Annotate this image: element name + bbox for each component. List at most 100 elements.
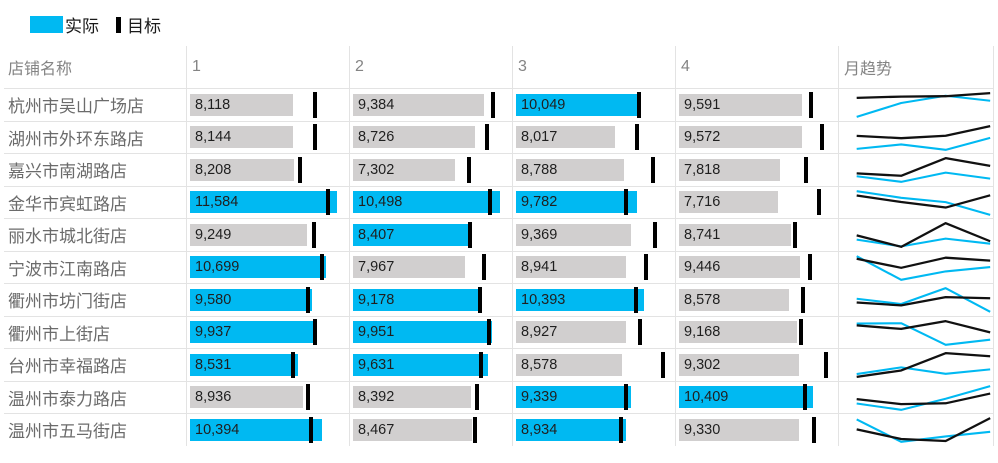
sparkline-target-line	[856, 319, 991, 333]
bullet-cell-month-2[interactable]: 9,631	[349, 349, 512, 381]
bullet-cell-month-3[interactable]: 8,017	[512, 121, 675, 153]
actual-bar	[353, 353, 488, 376]
bullet-cell-month-2[interactable]: 9,951	[349, 316, 512, 348]
bullet-cell-month-1[interactable]: 8,208	[186, 154, 349, 186]
bullet-cell-month-1[interactable]: 10,394	[186, 414, 349, 446]
table-row[interactable]: 丽水市城北街店 9,249 8,407 9,369	[4, 218, 994, 251]
column-header-store-name[interactable]: 店铺名称	[8, 61, 73, 78]
table-row[interactable]: 温州市五马街店 10,394 8,467 8,934	[4, 413, 994, 446]
actual-value: 8,531	[195, 356, 232, 373]
bullet-cell-month-3[interactable]: 9,369	[512, 219, 675, 251]
target-tick	[319, 254, 324, 281]
store-name[interactable]: 湖州市外环东路店	[8, 129, 144, 149]
bullet-cell-month-3[interactable]: 8,934	[512, 414, 675, 446]
bullet-cell-month-1[interactable]: 8,118	[186, 89, 349, 121]
table-row[interactable]: 杭州市吴山广场店 8,118 9,384 10,049	[4, 88, 994, 121]
table-row[interactable]: 台州市幸福路店 8,531 9,631 8,578	[4, 348, 994, 381]
store-name[interactable]: 温州市泰力路店	[8, 389, 127, 409]
bullet-cell-month-2[interactable]: 7,967	[349, 251, 512, 283]
bullet-cell-month-2[interactable]: 7,302	[349, 154, 512, 186]
actual-bar	[516, 126, 615, 149]
trend-sparkline[interactable]	[838, 219, 994, 251]
store-performance-table: 店铺名称 1 2 3 4 月趋势 杭州市吴山广场店 8,118 9,384	[4, 46, 994, 446]
actual-value: 8,927	[521, 324, 558, 341]
bullet-cell-month-2[interactable]: 8,726	[349, 121, 512, 153]
table-row[interactable]: 嘉兴市南湖路店 8,208 7,302 8,788	[4, 153, 994, 186]
actual-value: 10,049	[521, 96, 566, 113]
trend-sparkline[interactable]	[838, 316, 994, 348]
column-header-month-4[interactable]: 4	[675, 46, 838, 88]
target-tick	[466, 156, 471, 183]
table-row[interactable]: 湖州市外环东路店 8,144 8,726 8,017	[4, 120, 994, 153]
actual-bar	[353, 418, 472, 441]
table-row[interactable]: 温州市泰力路店 8,936 8,392 9,339	[4, 380, 994, 413]
bullet-cell-month-4[interactable]: 8,578	[675, 284, 838, 316]
bullet-cell-month-2[interactable]: 9,384	[349, 89, 512, 121]
column-header-trend[interactable]: 月趋势	[838, 46, 994, 88]
legend-target-label: 目标	[127, 17, 161, 36]
bullet-cell-month-4[interactable]: 9,330	[675, 414, 838, 446]
bullet-cell-month-3[interactable]: 10,049	[512, 89, 675, 121]
target-tick	[824, 351, 828, 378]
store-name[interactable]: 衢州市坊门街店	[8, 292, 127, 312]
store-name[interactable]: 嘉兴市南湖路店	[8, 162, 127, 182]
bullet-cell-month-1[interactable]: 8,531	[186, 349, 349, 381]
bullet-cell-month-2[interactable]: 8,392	[349, 381, 512, 413]
column-header-month-3[interactable]: 3	[512, 46, 675, 88]
bullet-cell-month-3[interactable]: 9,339	[512, 381, 675, 413]
bullet-cell-month-1[interactable]: 8,936	[186, 381, 349, 413]
bullet-cell-month-4[interactable]: 8,741	[675, 219, 838, 251]
trend-sparkline[interactable]	[838, 154, 994, 186]
bullet-cell-month-2[interactable]: 8,467	[349, 414, 512, 446]
store-name[interactable]: 丽水市城北街店	[8, 227, 127, 247]
bullet-cell-month-4[interactable]: 9,572	[675, 121, 838, 153]
bullet-cell-month-4[interactable]: 7,818	[675, 154, 838, 186]
trend-sparkline[interactable]	[838, 349, 994, 381]
bullet-cell-month-3[interactable]: 8,788	[512, 154, 675, 186]
actual-bar	[516, 191, 637, 214]
bullet-cell-month-1[interactable]: 11,584	[186, 186, 349, 218]
target-tick	[819, 124, 824, 151]
bullet-cell-month-1[interactable]: 9,937	[186, 316, 349, 348]
table-row[interactable]: 衢州市坊门街店 9,580 9,178 10,393	[4, 283, 994, 316]
target-tick	[817, 189, 822, 216]
trend-sparkline[interactable]	[838, 186, 994, 218]
actual-value: 9,782	[521, 194, 558, 211]
store-name[interactable]: 台州市幸福路店	[8, 357, 127, 377]
bullet-cell-month-2[interactable]: 10,498	[349, 186, 512, 218]
store-name[interactable]: 温州市五马街店	[8, 422, 127, 442]
store-name[interactable]: 杭州市吴山广场店	[8, 97, 144, 117]
bullet-cell-month-2[interactable]: 8,407	[349, 219, 512, 251]
trend-sparkline[interactable]	[838, 284, 994, 316]
store-name[interactable]: 衢州市上街店	[8, 324, 110, 344]
table-row[interactable]: 宁波市江南路店 10,699 7,967 8,941	[4, 250, 994, 283]
table-row[interactable]: 衢州市上街店 9,937 9,951 8,927	[4, 315, 994, 348]
trend-sparkline[interactable]	[838, 89, 994, 121]
bullet-cell-month-3[interactable]: 8,941	[512, 251, 675, 283]
bullet-cell-month-4[interactable]: 9,591	[675, 89, 838, 121]
column-header-month-2[interactable]: 2	[349, 46, 512, 88]
bullet-cell-month-3[interactable]: 9,782	[512, 186, 675, 218]
bullet-cell-month-3[interactable]: 8,927	[512, 316, 675, 348]
bullet-cell-month-3[interactable]: 8,578	[512, 349, 675, 381]
trend-sparkline[interactable]	[838, 381, 994, 413]
bullet-cell-month-2[interactable]: 9,178	[349, 284, 512, 316]
bullet-cell-month-1[interactable]: 8,144	[186, 121, 349, 153]
bullet-cell-month-4[interactable]: 9,446	[675, 251, 838, 283]
store-name[interactable]: 金华市宾虹路店	[8, 194, 127, 214]
column-header-month-1[interactable]: 1	[186, 46, 349, 88]
trend-sparkline[interactable]	[838, 251, 994, 283]
table-row[interactable]: 金华市宾虹路店 11,584 10,498 9,782	[4, 185, 994, 218]
actual-bar	[190, 93, 294, 116]
bullet-cell-month-4[interactable]: 9,302	[675, 349, 838, 381]
bullet-cell-month-1[interactable]: 9,249	[186, 219, 349, 251]
bullet-cell-month-3[interactable]: 10,393	[512, 284, 675, 316]
bullet-cell-month-1[interactable]: 9,580	[186, 284, 349, 316]
trend-sparkline[interactable]	[838, 414, 994, 446]
bullet-cell-month-4[interactable]: 7,716	[675, 186, 838, 218]
store-name[interactable]: 宁波市江南路店	[8, 259, 127, 279]
bullet-cell-month-1[interactable]: 10,699	[186, 251, 349, 283]
bullet-cell-month-4[interactable]: 10,409	[675, 381, 838, 413]
bullet-cell-month-4[interactable]: 9,168	[675, 316, 838, 348]
trend-sparkline[interactable]	[838, 121, 994, 153]
